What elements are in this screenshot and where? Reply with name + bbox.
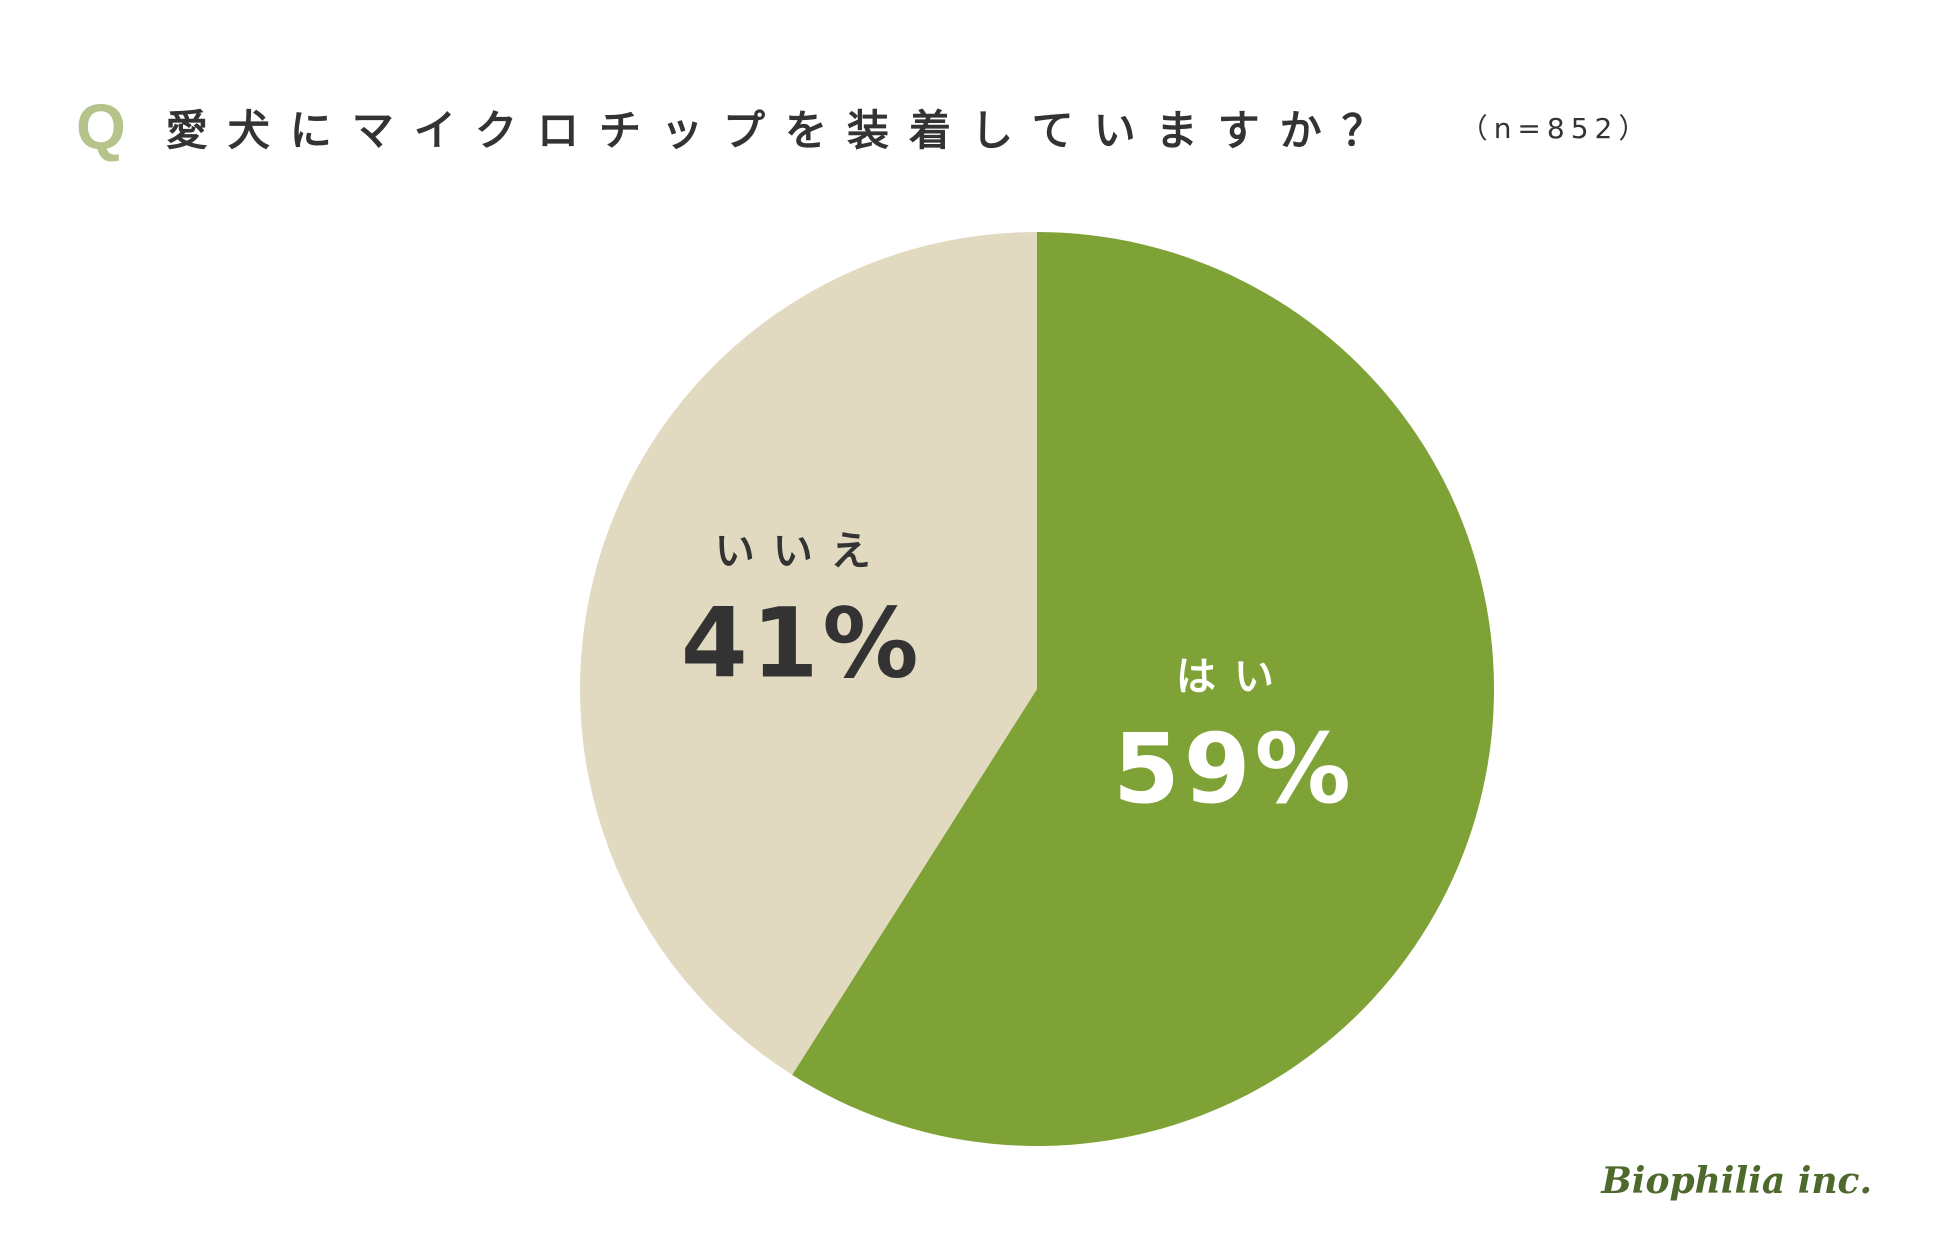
chart-header: Q 愛犬にマイクロチップを装着していますか？ （n=852） bbox=[76, 92, 1652, 162]
slice-value-label: 59% bbox=[1113, 713, 1355, 825]
q-mark: Q bbox=[76, 91, 126, 163]
company-logo: Biophilia inc. bbox=[1601, 1160, 1872, 1202]
pie-slice-no bbox=[579, 232, 1037, 1075]
sample-size: （n=852） bbox=[1459, 112, 1653, 145]
slice-category-label: いいえ bbox=[715, 529, 889, 575]
pie-slice-yes bbox=[792, 232, 1494, 1147]
slice-category-label: はい bbox=[1176, 654, 1292, 700]
slice-value-label: 41% bbox=[681, 588, 923, 700]
chart-title: 愛犬にマイクロチップを装着していますか？ bbox=[165, 105, 1404, 155]
